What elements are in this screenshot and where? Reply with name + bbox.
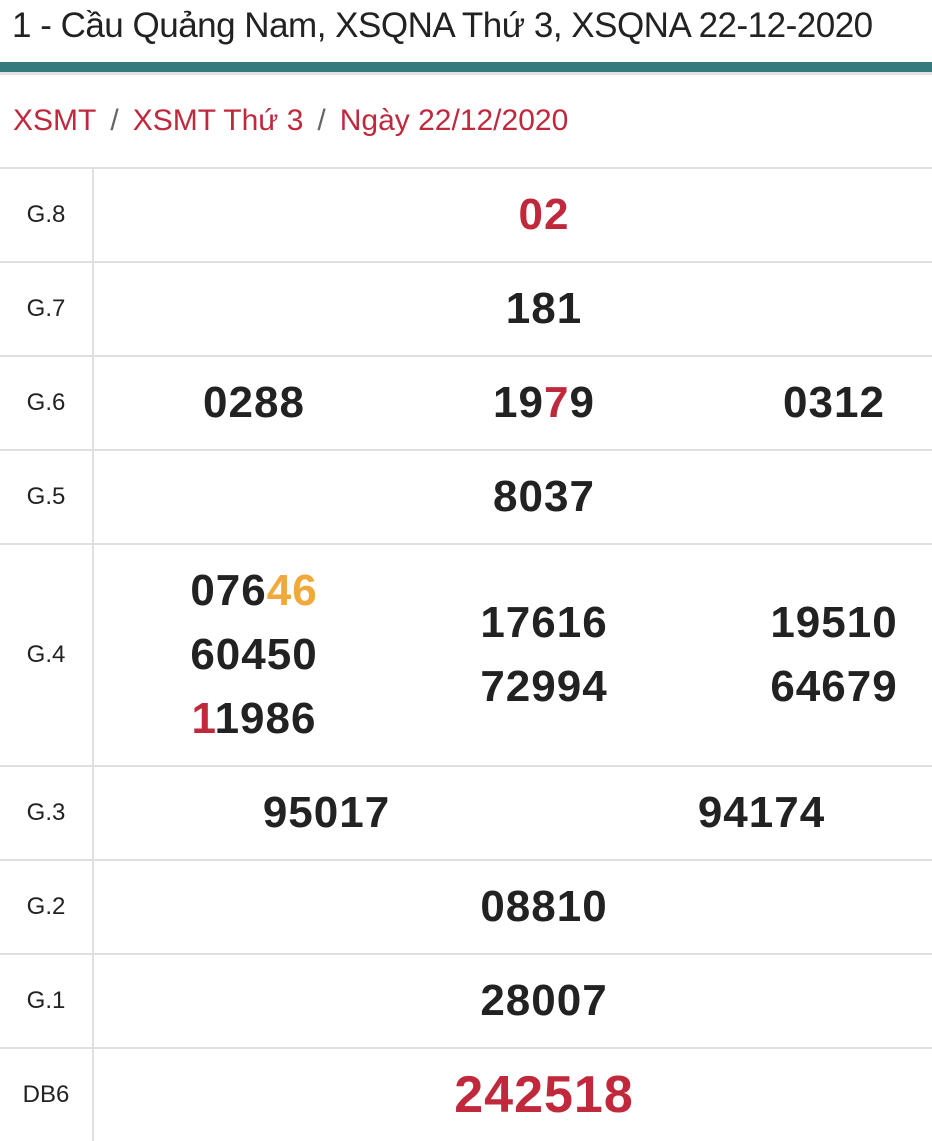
digits: 0312 bbox=[783, 378, 885, 427]
prize-row-g2: G.2 08810 bbox=[0, 859, 932, 954]
digits: 28007 bbox=[480, 976, 608, 1025]
prize-numbers: 28007 bbox=[109, 955, 932, 1047]
prize-label: DB6 bbox=[0, 1047, 94, 1141]
prize-label: G.3 bbox=[0, 765, 94, 860]
digits: 19 bbox=[493, 378, 544, 427]
highlighted-digits: 7 bbox=[543, 378, 570, 427]
prize-number: 181 bbox=[506, 277, 582, 341]
highlighted-digits: 242518 bbox=[454, 1066, 634, 1124]
accent-bar bbox=[0, 62, 932, 75]
number-column: 17616 72994 bbox=[399, 545, 689, 765]
highlighted-digits: 46 bbox=[266, 566, 318, 615]
digits: 19510 bbox=[770, 598, 898, 647]
prize-label: G.5 bbox=[0, 449, 94, 544]
prize-number: 07646 bbox=[190, 559, 317, 623]
number-column: 28007 bbox=[109, 955, 932, 1047]
digits: 94174 bbox=[697, 788, 826, 837]
breadcrumb: XSMT / XSMT Thứ 3 / Ngày 22/12/2020 bbox=[0, 75, 932, 167]
digits: 1986 bbox=[214, 694, 317, 743]
digits: 60450 bbox=[190, 630, 318, 679]
prize-number: 60450 bbox=[190, 623, 317, 687]
prize-number: 72994 bbox=[480, 655, 607, 719]
prize-numbers: 08810 bbox=[109, 861, 932, 953]
prize-row-g1: G.1 28007 bbox=[0, 953, 932, 1048]
number-column: 0312 bbox=[689, 357, 932, 449]
prize-row-g4: G.4 07646 60450 11986 17616 72994 19510 64679 bbox=[0, 543, 932, 766]
prize-number: 0288 bbox=[203, 371, 305, 435]
number-column: 07646 60450 11986 bbox=[109, 545, 399, 765]
breadcrumb-xsmt[interactable]: XSMT bbox=[13, 104, 97, 137]
prize-number: 17616 bbox=[480, 591, 607, 655]
digits: 95017 bbox=[262, 788, 391, 837]
prize-row-g6: G.6 0288 1979 0312 bbox=[0, 355, 932, 450]
prize-number: 0312 bbox=[783, 371, 885, 435]
prize-number: 1979 bbox=[493, 371, 595, 435]
breadcrumb-xsmt-thu-3[interactable]: XSMT Thứ 3 bbox=[132, 104, 304, 137]
page-title: 1 - Cầu Quảng Nam, XSQNA Thứ 3, XSQNA 22… bbox=[12, 6, 873, 45]
results-table: G.8 02 G.7 181 G.6 0288 1979 0312 G.5 8037 G.4… bbox=[0, 167, 932, 1141]
prize-numbers: 95017 94174 bbox=[109, 767, 932, 859]
prize-row-g3: G.3 95017 94174 bbox=[0, 765, 932, 860]
prize-number: 11986 bbox=[192, 687, 317, 751]
number-column: 02 bbox=[109, 169, 932, 261]
prize-number: 02 bbox=[519, 183, 570, 247]
prize-number: 94174 bbox=[698, 781, 825, 845]
prize-numbers: 242518 bbox=[109, 1049, 932, 1141]
number-column: 94174 bbox=[544, 767, 932, 859]
prize-numbers: 07646 60450 11986 17616 72994 19510 64679 bbox=[109, 545, 932, 765]
number-column: 95017 bbox=[109, 767, 544, 859]
breadcrumb-separator: / bbox=[110, 104, 119, 137]
breadcrumb-date[interactable]: Ngày 22/12/2020 bbox=[339, 104, 569, 137]
number-column: 8037 bbox=[109, 451, 932, 543]
digits: 72994 bbox=[480, 662, 608, 711]
prize-numbers: 181 bbox=[109, 263, 932, 355]
prize-label: G.7 bbox=[0, 261, 94, 356]
prize-label: G.4 bbox=[0, 543, 94, 766]
digits: 17616 bbox=[480, 598, 608, 647]
digits: 9 bbox=[569, 378, 595, 427]
number-column: 0288 bbox=[109, 357, 399, 449]
digits: 076 bbox=[190, 566, 267, 615]
prize-label: G.1 bbox=[0, 953, 94, 1048]
digits: 64679 bbox=[770, 662, 898, 711]
prize-number: 28007 bbox=[480, 969, 607, 1033]
special-prize-number: 242518 bbox=[454, 1063, 634, 1127]
prize-numbers: 0288 1979 0312 bbox=[109, 357, 932, 449]
prize-row-g7: G.7 181 bbox=[0, 261, 932, 356]
prize-row-g5: G.5 8037 bbox=[0, 449, 932, 544]
number-column: 181 bbox=[109, 263, 932, 355]
digits: 8037 bbox=[493, 472, 595, 521]
digits: 181 bbox=[505, 284, 583, 333]
prize-numbers: 8037 bbox=[109, 451, 932, 543]
prize-row-g8: G.8 02 bbox=[0, 167, 932, 262]
prize-number: 19510 bbox=[770, 591, 897, 655]
prize-number: 08810 bbox=[480, 875, 607, 939]
number-column: 1979 bbox=[399, 357, 689, 449]
number-column: 242518 bbox=[109, 1049, 932, 1141]
breadcrumb-separator: / bbox=[317, 104, 326, 137]
prize-number: 64679 bbox=[770, 655, 897, 719]
prize-number: 95017 bbox=[263, 781, 390, 845]
prize-numbers: 02 bbox=[109, 169, 932, 261]
digits: 08810 bbox=[480, 882, 608, 931]
digits: 0288 bbox=[203, 378, 305, 427]
prize-label: G.2 bbox=[0, 859, 94, 954]
number-column: 08810 bbox=[109, 861, 932, 953]
prize-number: 8037 bbox=[493, 465, 595, 529]
highlighted-digits: 1 bbox=[191, 694, 215, 743]
number-column: 19510 64679 bbox=[689, 545, 932, 765]
prize-label: G.6 bbox=[0, 355, 94, 450]
prize-row-db6: DB6 242518 bbox=[0, 1047, 932, 1141]
prize-label: G.8 bbox=[0, 167, 94, 262]
highlighted-digits: 02 bbox=[518, 190, 570, 239]
